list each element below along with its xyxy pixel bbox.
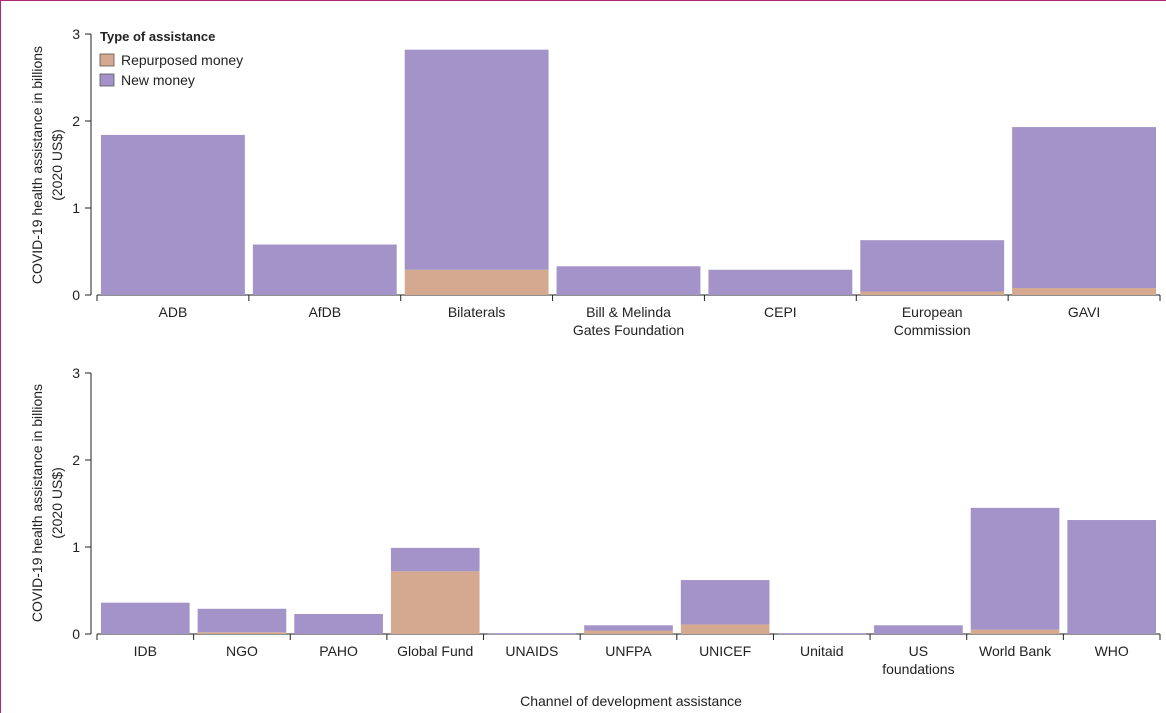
- category-label: Bill & Melinda: [586, 304, 671, 320]
- bar-repurposed-money: [404, 269, 549, 295]
- bar-new-money: [390, 547, 480, 572]
- y-tick-label: 2: [72, 113, 80, 129]
- y-axis-label: (2020 US$): [49, 467, 65, 539]
- category-label: WHO: [1095, 643, 1129, 659]
- category-label: ADB: [159, 304, 188, 320]
- category-label: UNICEF: [699, 643, 751, 659]
- bar-new-money: [874, 625, 963, 634]
- category-label: AfDB: [308, 304, 341, 320]
- bar-new-money: [970, 507, 1060, 630]
- category-label: Commission: [894, 322, 971, 338]
- bar-new-money: [1012, 127, 1156, 289]
- bar-repurposed-money: [860, 291, 1005, 295]
- bar-new-money: [404, 49, 549, 270]
- bar-new-money: [101, 602, 190, 634]
- y-axis-label: COVID-19 health assistance in billions: [29, 384, 45, 622]
- panel-top: 0 1 2 3 COVID-19 health assistance in billio…: [29, 26, 1161, 338]
- bar-new-money: [294, 613, 383, 634]
- y-tick-label: 0: [72, 626, 80, 642]
- x-axis-label: Channel of development assistance: [520, 693, 742, 709]
- bar-new-money: [860, 240, 1005, 292]
- bar-new-money: [252, 244, 397, 295]
- y-tick-label: 1: [72, 200, 80, 216]
- category-label: NGO: [226, 643, 258, 659]
- category-label: IDB: [134, 643, 157, 659]
- category-label: European: [902, 304, 963, 320]
- legend: Type of assistance Repurposed money New …: [99, 29, 243, 88]
- bar-repurposed-money: [197, 632, 287, 634]
- bar-new-money: [584, 625, 673, 631]
- y-axis-label: COVID-19 health assistance in billions: [29, 46, 45, 284]
- bar-repurposed-money: [1012, 288, 1156, 295]
- category-label: Gates Foundation: [573, 322, 684, 338]
- category-label: US: [909, 643, 928, 659]
- y-axis-label: (2020 US$): [49, 129, 65, 201]
- bar-new-money: [777, 633, 867, 635]
- bar-new-money: [197, 608, 287, 633]
- category-label: UNFPA: [605, 643, 652, 659]
- y-tick-label: 0: [72, 287, 80, 303]
- category-label: GAVI: [1068, 304, 1100, 320]
- category-label: World Bank: [979, 643, 1052, 659]
- bar-repurposed-money: [390, 571, 480, 634]
- bar-repurposed-money: [584, 630, 673, 634]
- category-label: CEPI: [764, 304, 797, 320]
- bar-new-money: [680, 580, 770, 625]
- legend-swatch-repurposed: [99, 53, 115, 67]
- y-tick-label: 3: [72, 365, 80, 381]
- panel-bottom: 0 1 2 3 COVID-19 health assistance in billio…: [29, 365, 1161, 677]
- category-label: foundations: [882, 661, 954, 677]
- legend-title: Type of assistance: [100, 29, 215, 44]
- category-label: UNAIDS: [505, 643, 558, 659]
- y-tick-label: 2: [72, 452, 80, 468]
- category-label: Unitaid: [800, 643, 844, 659]
- bar-new-money: [1067, 520, 1156, 634]
- y-tick-label: 1: [72, 539, 80, 555]
- bar-new-money: [101, 134, 245, 295]
- bar-new-money: [708, 269, 853, 295]
- y-tick-label: 3: [72, 26, 80, 42]
- bar-new-money: [487, 633, 577, 635]
- bar-new-money: [556, 266, 701, 295]
- category-label: PAHO: [319, 643, 358, 659]
- bar-repurposed-money: [680, 624, 770, 634]
- category-label: Bilaterals: [448, 304, 506, 320]
- bar-repurposed-money: [970, 629, 1060, 634]
- legend-swatch-new: [99, 73, 115, 87]
- legend-label-repurposed: Repurposed money: [121, 52, 243, 68]
- category-label: Global Fund: [397, 643, 473, 659]
- legend-label-new: New money: [121, 72, 195, 88]
